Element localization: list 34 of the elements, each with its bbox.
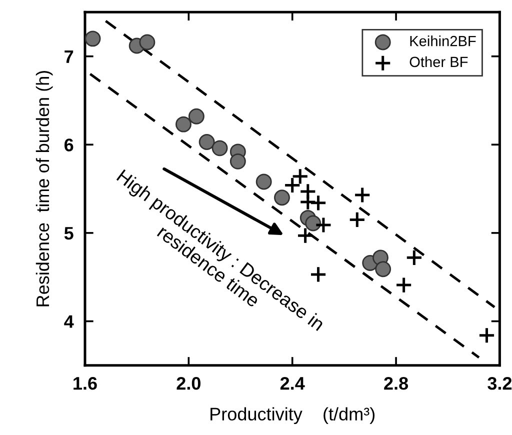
point: [406, 249, 423, 266]
x-tick-label: 1.6: [74, 376, 97, 390]
point: [188, 108, 204, 124]
x-tick-label: 3.2: [488, 376, 512, 390]
y-tick-label: 5: [64, 227, 74, 240]
x-axis-title: Productivity (t/dm³): [210, 407, 375, 424]
point: [139, 34, 156, 50]
point: [395, 276, 412, 294]
point: [314, 216, 332, 234]
y-tick-label: 7: [64, 50, 74, 63]
point: [84, 30, 101, 47]
point: [310, 194, 327, 212]
x-tick-label: 2.8: [384, 376, 408, 390]
point: [296, 227, 314, 244]
point: [299, 194, 316, 211]
point: [274, 190, 290, 206]
x-tick-label: 2.4: [280, 376, 305, 390]
point: [478, 326, 496, 344]
x-tick-label: 2.0: [176, 376, 200, 390]
point: [375, 261, 392, 278]
y-tick-label: 6: [64, 138, 74, 152]
point: [348, 211, 366, 228]
y-tick-label: 4: [64, 315, 74, 328]
point: [256, 174, 272, 190]
y-axis-title: Residence time of burden (h): [36, 70, 53, 306]
point: [176, 116, 192, 132]
point: [354, 186, 371, 204]
legend-label: Other BF: [410, 56, 468, 68]
point: [310, 266, 327, 283]
point: [305, 215, 322, 232]
point: [230, 153, 246, 170]
point: [212, 140, 228, 156]
legend-label: Keihin2BF: [410, 36, 476, 46]
point: [198, 134, 215, 150]
